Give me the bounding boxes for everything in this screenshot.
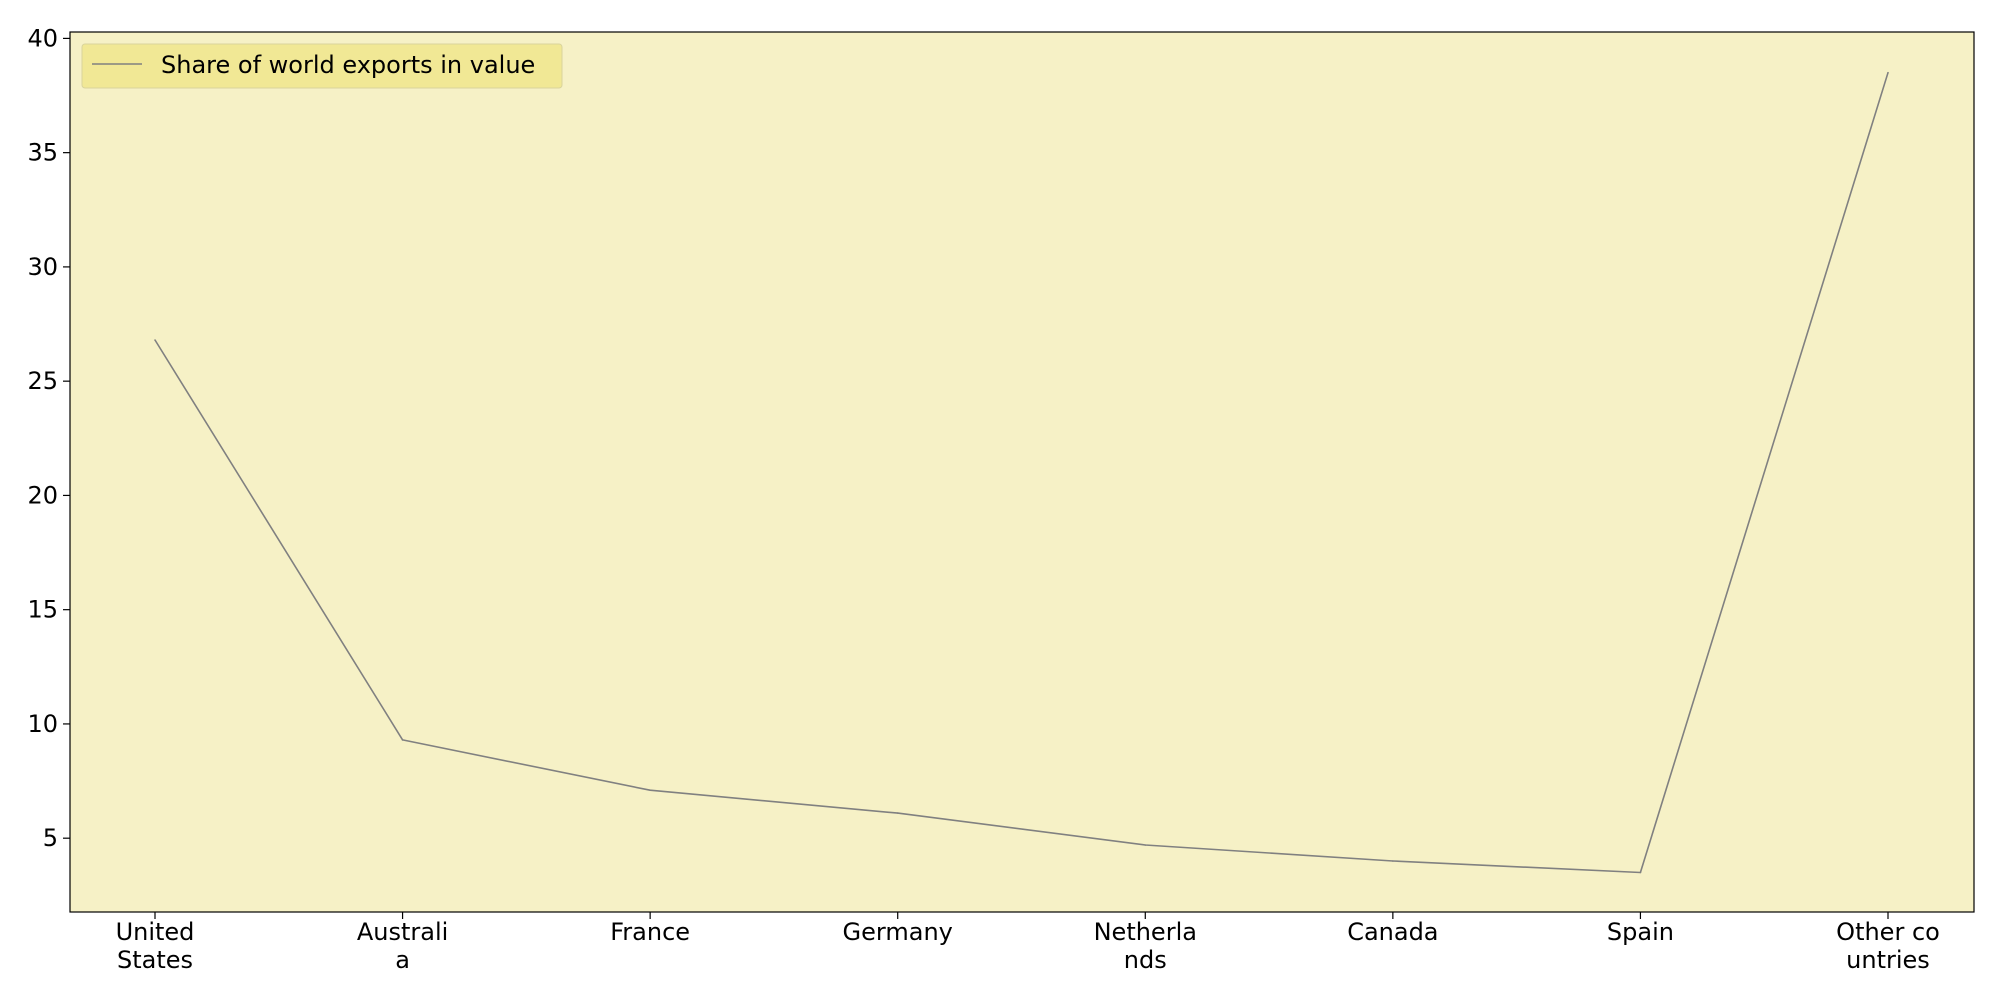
x-tick-label: Canada [1347, 918, 1438, 946]
data-point [896, 812, 899, 814]
data-point [1639, 871, 1642, 874]
x-tick-label: Other co [1836, 918, 1940, 946]
data-point [649, 789, 651, 792]
plot-frame [69, 31, 1975, 913]
y-tick-label: 20 [27, 481, 58, 509]
legend-box [81, 43, 563, 89]
x-tick-label: Germany [843, 918, 953, 946]
x-tick-label: States [117, 946, 193, 974]
x-tick-label: Spain [1607, 918, 1674, 946]
data-point [1887, 71, 1889, 74]
y-tick-label: 25 [27, 367, 58, 395]
legend-label: Share of world exports in value [161, 51, 535, 79]
legend: Share of world exports in value [81, 43, 563, 89]
y-tick-label: 10 [27, 710, 58, 738]
y-tick-label: 5 [43, 824, 58, 852]
x-tick-label: untries [1846, 946, 1930, 974]
data-point [154, 339, 156, 341]
data-point [1144, 844, 1147, 846]
data-point [1392, 860, 1394, 862]
y-tick-label: 40 [27, 24, 58, 52]
x-tick-label: France [610, 918, 690, 946]
x-tick-label: Netherla [1094, 918, 1197, 946]
x-tick-label: nds [1124, 946, 1167, 974]
plot-area [70, 32, 1974, 912]
y-tick-label: 15 [27, 596, 58, 624]
data-point [401, 739, 404, 741]
y-tick-label: 35 [27, 139, 58, 167]
x-tick-label: United [116, 918, 195, 946]
y-axis-ticks: 5 10 15 20 25 30 35 40 [27, 24, 70, 852]
series-line [154, 72, 1889, 874]
x-tick-label: a [395, 946, 410, 974]
series-layer [154, 71, 1889, 874]
y-tick-label: 30 [27, 253, 58, 281]
x-tick-label: Australi [357, 918, 448, 946]
